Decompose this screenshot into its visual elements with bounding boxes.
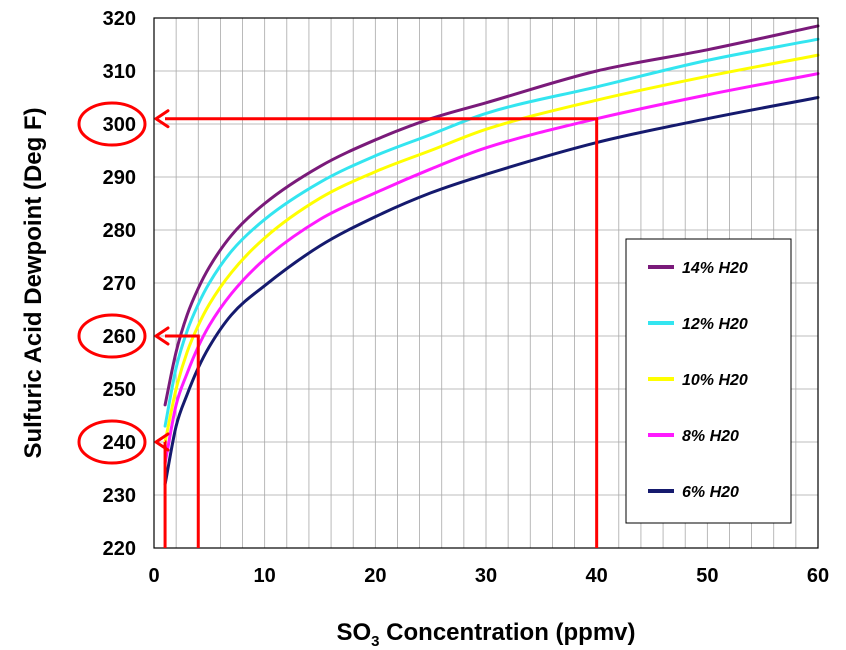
y-tick-label: 320 (103, 8, 136, 30)
tick-labels: 220 230 240 250 260 270 280 290 300 310 320 0 10 20 30… (77, 8, 829, 587)
x-tick-label: 10 (254, 565, 276, 587)
x-axis-title-suffix: Concentration (ppmv) (380, 619, 636, 646)
y-tick-label: 290 (103, 167, 136, 189)
y-tick-label: 260 (103, 326, 136, 348)
y-tick-label: 280 (103, 220, 136, 242)
legend-label: 12% H20 (682, 316, 748, 333)
legend-label: 8% H20 (682, 428, 739, 445)
y-axis-title: Sulfuric Acid Dewpoint (Deg F) (20, 107, 47, 458)
y-tick-label: 310 (103, 61, 136, 83)
legend-label: 6% H20 (682, 484, 739, 501)
plot-border (153, 17, 819, 549)
series-line (163, 72, 820, 465)
highlight-circle (77, 313, 147, 359)
y-tick-label: 220 (103, 538, 136, 560)
x-axis-title-prefix: SO (336, 619, 371, 646)
legend-label: 10% H20 (682, 372, 748, 389)
arrow-head-icon (154, 432, 170, 452)
x-tick-label: 20 (364, 565, 386, 587)
highlight-circle (77, 101, 147, 147)
series-line (163, 53, 820, 444)
y-tick-label: 270 (103, 273, 136, 295)
series-line (163, 24, 820, 407)
y-tick-label: 300 (103, 114, 136, 136)
series-lines (163, 24, 820, 486)
y-tick-label: 250 (103, 379, 136, 401)
y-tick-label: 240 (103, 432, 136, 454)
series-line (163, 96, 820, 486)
arrow-head-icon (154, 326, 170, 346)
series-line (163, 37, 820, 428)
x-tick-label: 30 (475, 565, 497, 587)
x-axis-title-subscript: 3 (371, 633, 379, 650)
x-axis-title: SO3 Concentration (ppmv) (336, 619, 635, 650)
arrow-head-icon (154, 109, 170, 129)
x-tick-label: 40 (586, 565, 608, 587)
legend-label: 14% H20 (682, 260, 748, 277)
legend: 14% H20 12% H20 10% H20 8% H20 6% H20 (625, 238, 792, 524)
y-tick-label: 230 (103, 485, 136, 507)
x-tick-label: 50 (696, 565, 718, 587)
x-tick-label: 60 (807, 565, 829, 587)
x-tick-label: 0 (148, 565, 159, 587)
annotations (154, 109, 599, 548)
highlight-circle (77, 419, 147, 465)
